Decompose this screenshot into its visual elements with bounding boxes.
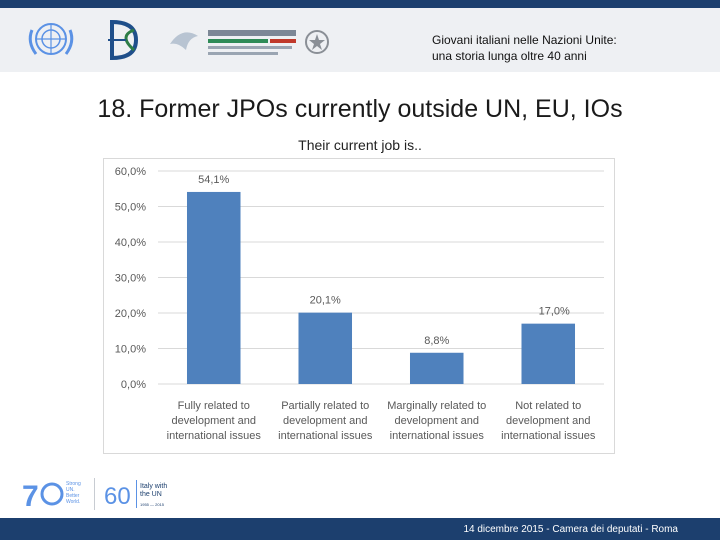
italy60-number: 60 bbox=[104, 483, 131, 510]
header-line-2: una storia lunga oltre 40 anni bbox=[432, 49, 587, 63]
x-tick-label: Not related to bbox=[515, 400, 581, 412]
y-tick-label: 10,0% bbox=[115, 344, 146, 356]
y-tick-label: 0,0% bbox=[121, 379, 146, 391]
x-tick-label: Partially related to bbox=[281, 400, 369, 412]
chart-title: Their current job is.. bbox=[298, 137, 422, 153]
y-tick-label: 60,0% bbox=[115, 166, 146, 178]
x-tick-label: development and bbox=[283, 415, 367, 427]
un-emblem-icon bbox=[28, 23, 74, 55]
un70-logo: 7 Strong UN. Better World. bbox=[22, 480, 81, 512]
logo-divider bbox=[94, 478, 95, 510]
bar bbox=[521, 323, 576, 384]
un70-tagline-1: Strong bbox=[66, 481, 81, 487]
y-tick-label: 50,0% bbox=[115, 202, 146, 214]
x-tick-label: Marginally related to bbox=[387, 400, 486, 412]
italy60-logo: 60 Italy with the UN 1955 — 2015 bbox=[104, 480, 167, 510]
y-tick-label: 20,0% bbox=[115, 308, 146, 320]
x-tick-label: development and bbox=[395, 415, 479, 427]
x-tick-label: development and bbox=[506, 415, 590, 427]
header-caption: Giovani italiani nelle Nazioni Unite: un… bbox=[432, 32, 617, 64]
italy60-text-2: the UN bbox=[140, 491, 162, 498]
data-label: 17,0% bbox=[539, 306, 570, 318]
x-tick-label: international issues bbox=[390, 430, 485, 442]
data-label: 20,1% bbox=[310, 295, 341, 307]
italian-republic-emblem-icon bbox=[305, 30, 329, 54]
footer-logos: 7 Strong UN. Better World. 60 Italy with… bbox=[0, 472, 720, 518]
y-tick-label: 30,0% bbox=[115, 273, 146, 285]
cooperazione-italiana-logo bbox=[170, 30, 296, 55]
bar bbox=[186, 191, 241, 384]
italy60-years: 1955 — 2015 bbox=[140, 502, 165, 507]
un70-tagline-3: Better bbox=[66, 493, 80, 499]
data-label: 54,1% bbox=[198, 174, 229, 186]
x-tick-label: development and bbox=[172, 415, 256, 427]
footer-caption: 14 dicembre 2015 - Camera dei deputati -… bbox=[463, 524, 678, 535]
data-label: 8,8% bbox=[424, 335, 449, 347]
svg-text:7: 7 bbox=[22, 480, 39, 512]
x-tick-label: international issues bbox=[167, 430, 262, 442]
header-line-1: Giovani italiani nelle Nazioni Unite: bbox=[432, 33, 617, 47]
y-tick-label: 40,0% bbox=[115, 237, 146, 249]
top-bar bbox=[0, 0, 720, 8]
header-band: Giovani italiani nelle Nazioni Unite: un… bbox=[0, 8, 720, 72]
dae-monogram-icon bbox=[108, 19, 139, 61]
x-tick-label: international issues bbox=[501, 430, 596, 442]
bar bbox=[409, 352, 464, 384]
bottom-bar bbox=[0, 518, 720, 540]
un70-tagline-2: UN. bbox=[66, 487, 75, 493]
x-tick-label: Fully related to bbox=[178, 400, 250, 412]
x-tick-label: international issues bbox=[278, 430, 373, 442]
slide-title: 18. Former JPOs currently outside UN, EU… bbox=[97, 95, 623, 123]
un70-tagline-4: World. bbox=[66, 499, 80, 505]
bar bbox=[298, 312, 353, 384]
italy60-text-1: Italy with bbox=[140, 483, 167, 490]
